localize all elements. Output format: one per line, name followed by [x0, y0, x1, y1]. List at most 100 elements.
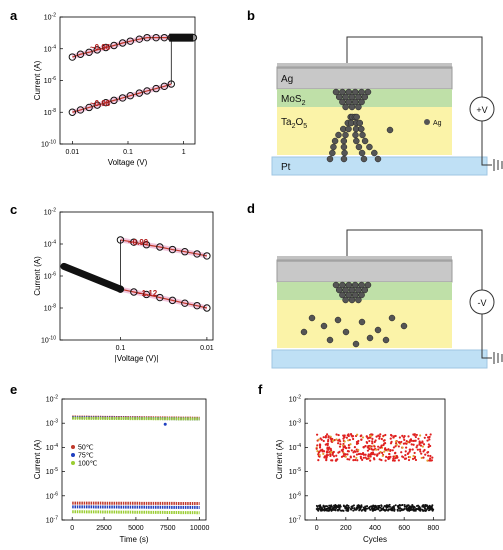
lrs-point — [412, 454, 415, 458]
ag-atom — [320, 322, 328, 330]
lrs-point — [418, 448, 422, 451]
data-point — [68, 108, 77, 116]
data-point — [203, 304, 211, 312]
hrs-point — [355, 508, 358, 511]
hrs-point — [431, 504, 434, 507]
lrs-point — [362, 446, 365, 449]
ag-atom — [326, 155, 334, 163]
lrs-point — [369, 455, 372, 458]
ag-atom — [339, 98, 346, 106]
lrs-point — [369, 459, 372, 462]
lrs-point — [335, 454, 338, 457]
lrs-point — [324, 436, 327, 439]
x-tick-label: 5000 — [128, 525, 144, 532]
lrs-point — [382, 434, 385, 437]
ag-atom — [342, 328, 350, 336]
lrs-point — [398, 436, 401, 439]
lrs-point — [420, 456, 423, 460]
lrs-point — [378, 452, 381, 455]
hrs-point — [429, 506, 432, 509]
data-point — [181, 299, 189, 307]
ag-filament — [300, 281, 408, 348]
hrs-point — [399, 504, 402, 507]
lrs-point — [347, 446, 350, 449]
lrs-point — [415, 433, 418, 437]
lrs-point — [346, 458, 349, 461]
y-tick-label: 10-4 — [44, 44, 56, 53]
hrs-point — [400, 508, 403, 511]
hrs-point — [352, 504, 355, 507]
hrs-point — [388, 505, 391, 508]
lrs-point — [322, 439, 325, 443]
ag-atom — [330, 143, 337, 151]
lrs-point — [368, 447, 371, 451]
hrs-point — [386, 504, 389, 507]
data-point — [110, 41, 118, 50]
legend-label: 100℃ — [78, 461, 98, 468]
lrs-point — [419, 444, 423, 447]
data-point — [130, 238, 138, 246]
ag-atom — [366, 143, 373, 151]
lrs-point — [408, 450, 411, 453]
hrs-point — [334, 509, 337, 512]
subscript: 5 — [303, 123, 307, 130]
lrs-point — [330, 459, 333, 462]
lrs-point — [362, 456, 365, 459]
ag-atom — [360, 155, 368, 163]
lrs-point — [317, 458, 320, 462]
lrs-point — [410, 443, 413, 446]
y-tick-exp: -5 — [297, 467, 302, 473]
x-tick-label: 0 — [70, 525, 74, 532]
lrs-point — [356, 459, 359, 462]
ag-electrode — [276, 259, 453, 283]
ag-atom — [339, 281, 346, 289]
data-point — [142, 290, 151, 299]
plot-frame-e — [61, 398, 207, 521]
hrs-point — [340, 509, 343, 512]
lrs-point — [402, 442, 405, 445]
ag-atom — [300, 328, 308, 336]
hrs-point — [432, 508, 435, 511]
lrs-point — [370, 451, 373, 455]
lrs-point — [362, 452, 365, 455]
ag-atom — [353, 113, 360, 121]
legend-ag-label: Ag — [433, 120, 442, 127]
data-point — [152, 84, 160, 93]
ag-atom — [356, 119, 364, 127]
lrs-point — [364, 453, 367, 456]
lrs-point — [369, 436, 372, 439]
lrs-point — [422, 456, 425, 459]
x-axis-label: Voltage (V) — [108, 158, 148, 167]
hrs-point — [368, 506, 371, 509]
hrs-point — [330, 504, 333, 507]
ag-atom — [340, 155, 348, 163]
lrs-point — [421, 440, 424, 443]
data-point — [76, 50, 85, 58]
hrs-point — [406, 508, 409, 511]
lrs-point — [374, 439, 377, 442]
hrs-point — [388, 503, 391, 506]
ag-atom — [358, 149, 366, 157]
lrs-point — [429, 433, 432, 436]
layer-text: O — [295, 117, 303, 128]
hrs-point — [333, 504, 336, 507]
ag-atom — [342, 296, 349, 304]
y-tick-exp: -6 — [54, 491, 59, 497]
lrs-point — [338, 445, 342, 448]
hrs-point — [427, 505, 430, 508]
hrs-point — [417, 504, 420, 507]
lrs-point — [365, 457, 368, 461]
lrs-point — [375, 454, 379, 457]
hrs-point — [355, 506, 358, 509]
ag-top-shade — [277, 256, 452, 262]
layer-label: Ta2O5 — [281, 117, 307, 130]
hrs-point — [325, 508, 328, 511]
y-tick-exp: -4 — [297, 443, 302, 449]
ag-atom — [358, 318, 366, 326]
y-tick-label: 10-7 — [289, 516, 301, 525]
lrs-point — [409, 439, 412, 442]
y-tick-label: 10-4 — [44, 240, 56, 249]
lrs-point — [426, 451, 429, 454]
lrs-point — [425, 433, 428, 436]
ag-atom — [334, 316, 342, 324]
